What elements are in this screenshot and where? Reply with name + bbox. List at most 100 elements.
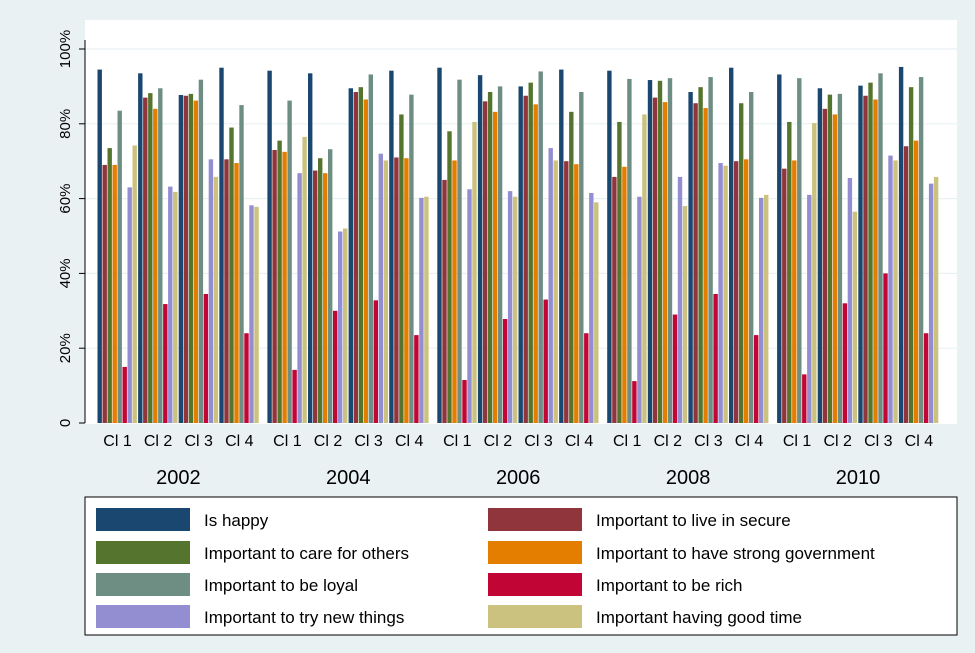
bar [933, 176, 939, 423]
bar [584, 333, 589, 423]
bar [764, 194, 769, 423]
y-tick-label: 40% [57, 258, 74, 288]
bar [378, 153, 383, 423]
bar [693, 103, 698, 423]
legend-swatch [488, 541, 582, 564]
y-tick-label: 100% [57, 30, 74, 68]
bar [883, 273, 888, 423]
bar [117, 110, 122, 424]
bar [888, 155, 893, 423]
cluster-label: Cl 3 [354, 433, 383, 450]
bar [132, 145, 137, 424]
bar [657, 80, 663, 423]
bar [827, 94, 833, 423]
bar [852, 211, 858, 423]
bar [858, 85, 863, 424]
bar [492, 111, 498, 423]
bar [409, 94, 414, 423]
bar [213, 176, 219, 423]
cluster-label: Cl 3 [524, 433, 553, 450]
bar [267, 70, 272, 423]
bar [442, 179, 447, 423]
bar [739, 103, 744, 423]
bar [553, 160, 558, 423]
bar [358, 87, 363, 424]
bar [523, 95, 528, 423]
bar [812, 123, 817, 424]
bar [718, 163, 723, 423]
bar [749, 92, 754, 423]
bar [138, 73, 143, 423]
bar [913, 140, 919, 423]
bar [457, 79, 462, 424]
bar [173, 191, 178, 423]
bar [272, 149, 277, 424]
bar [893, 160, 898, 423]
bar [353, 92, 358, 423]
bar [107, 148, 112, 424]
bar [308, 73, 313, 423]
legend-label: Important to have strong government [596, 544, 875, 563]
bars [97, 66, 939, 424]
bar [348, 88, 353, 424]
bar [497, 86, 503, 424]
bar [424, 196, 429, 423]
bar [822, 108, 828, 423]
bar [394, 157, 399, 423]
bar [234, 163, 239, 423]
bar [512, 196, 518, 423]
bar [817, 88, 823, 424]
cluster-label: Cl 1 [783, 433, 812, 450]
bar [287, 100, 292, 424]
bar [729, 67, 734, 423]
bar [229, 127, 234, 423]
bar [328, 149, 333, 424]
legend: Is happy Important to live in secure Impor… [84, 496, 958, 636]
legend-label: Important having good time [596, 608, 802, 627]
bar [908, 87, 914, 424]
y-tick-label: 20% [57, 333, 74, 363]
legend-swatch [488, 508, 582, 531]
bar [698, 87, 703, 424]
bar [677, 176, 683, 423]
cluster-label: Cl 3 [184, 433, 213, 450]
cluster-label: Cl 1 [103, 433, 132, 450]
bar [363, 99, 368, 424]
bar [389, 70, 394, 423]
legend-label: Important to live in secure [596, 511, 791, 530]
bar [383, 160, 388, 423]
bar [224, 159, 229, 423]
bar [662, 102, 668, 424]
bar [112, 164, 117, 423]
bar [863, 95, 868, 423]
bar [313, 170, 318, 423]
bar [759, 197, 764, 423]
bar [323, 173, 328, 423]
bar [472, 121, 477, 424]
bar [249, 205, 254, 423]
bar [244, 333, 249, 423]
bar [198, 79, 204, 424]
bar [528, 82, 533, 423]
bar [832, 114, 838, 423]
bar [802, 374, 807, 423]
bar [254, 206, 259, 423]
bar [708, 77, 713, 424]
year-label: 2008 [666, 467, 711, 489]
bar [414, 335, 419, 423]
legend-swatch [96, 573, 190, 596]
cluster-label: Cl 2 [654, 433, 683, 450]
x-axis-labels: Cl 1 Cl 2 Cl 3 Cl 4 2002 Cl 1 Cl 2 Cl 3 Cl 4 2004… [103, 433, 933, 489]
legend-swatch [488, 605, 582, 628]
cluster-label: Cl 1 [273, 433, 302, 450]
bar [797, 78, 802, 424]
bar [163, 304, 168, 423]
bar [277, 140, 282, 423]
bar [538, 71, 543, 423]
bar [682, 206, 688, 423]
bar [713, 293, 718, 423]
bar [723, 165, 728, 423]
bar [622, 166, 627, 423]
bar [688, 92, 693, 423]
bar [419, 197, 424, 423]
